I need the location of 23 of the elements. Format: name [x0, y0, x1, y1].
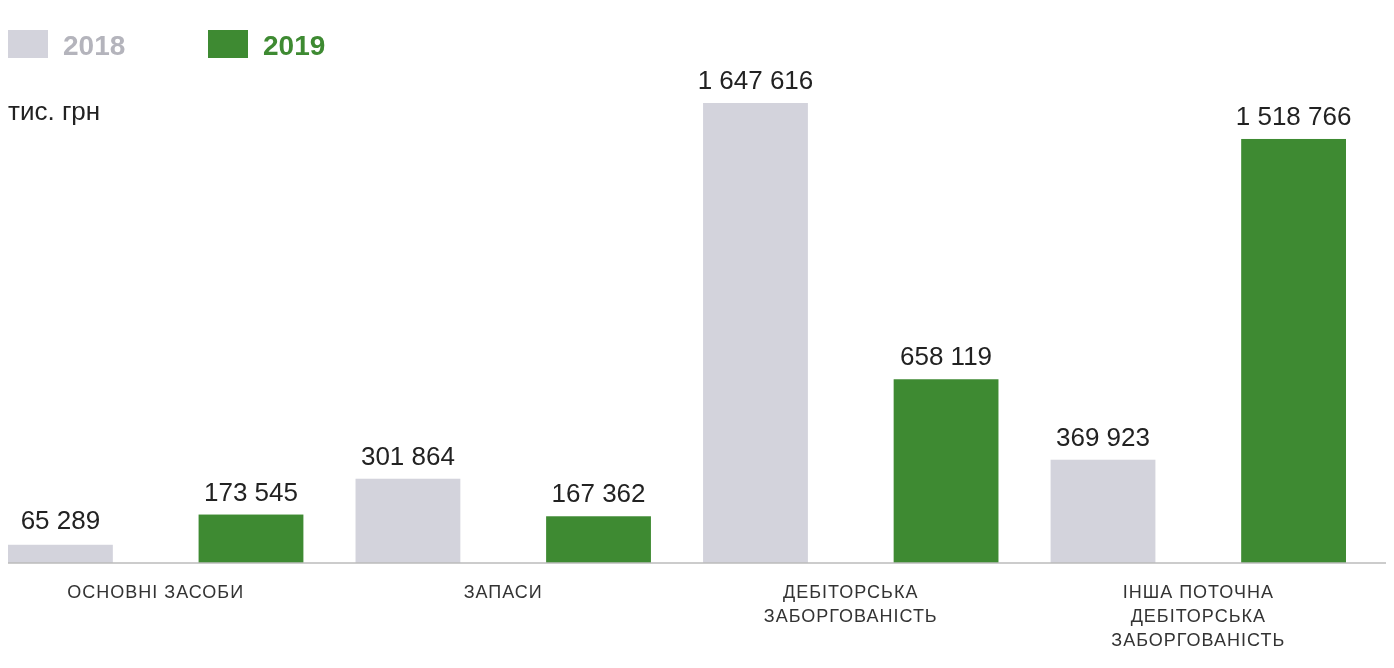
x-tick-label: ІНША ПОТОЧНА ДЕБІТОРСЬКА ЗАБОРГОВАНІСТЬ — [1111, 582, 1286, 650]
data-label: 173 545 — [204, 476, 298, 507]
data-label: 167 362 — [551, 478, 646, 509]
x-tick-label: ЗАПАСИ — [463, 582, 543, 602]
bar — [703, 103, 808, 563]
bar — [1050, 459, 1156, 563]
legend-label: 2019 — [263, 30, 326, 61]
data-label: 1 647 616 — [697, 65, 814, 95]
legend-label: 2018 — [63, 30, 126, 61]
bar — [893, 379, 999, 563]
data-label: 65 289 — [20, 505, 101, 535]
x-tick-label: ДЕБІТОРСЬКА ЗАБОРГОВАНІСТЬ — [763, 582, 938, 626]
y-axis-title: тис. грн — [8, 96, 101, 126]
bar — [198, 514, 304, 563]
data-label: 1 518 766 — [1235, 100, 1352, 131]
data-label: 301 864 — [360, 440, 455, 471]
x-tick-label: ОСНОВНІ ЗАСОБИ — [67, 582, 245, 602]
bar — [355, 478, 461, 563]
data-label: 369 923 — [1056, 421, 1150, 452]
bar — [546, 516, 651, 563]
bar — [1241, 138, 1346, 563]
data-label: 658 119 — [900, 341, 993, 372]
bar — [8, 544, 113, 563]
